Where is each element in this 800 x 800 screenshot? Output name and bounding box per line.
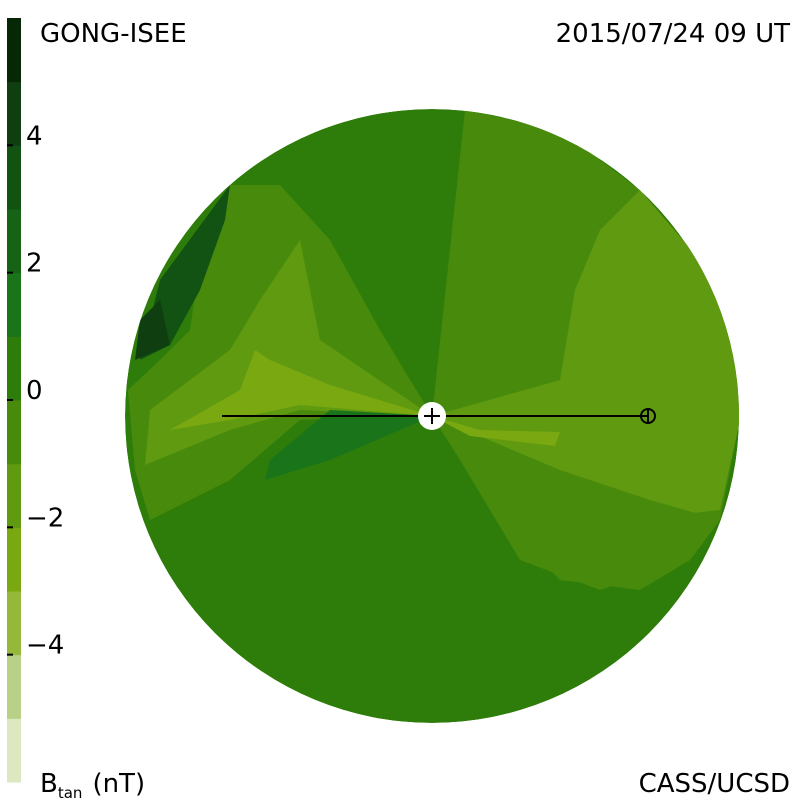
tick-label: −2: [26, 503, 64, 533]
colorbar-segment: [7, 272, 21, 337]
colorbar-segment: [7, 591, 21, 656]
tick-label: 0: [26, 376, 43, 406]
date-label: 2015/07/24 09 UT: [556, 19, 790, 49]
subscript: tan: [58, 784, 83, 800]
colorbar-label: Btan (nT): [40, 769, 145, 800]
tick-label: 2: [26, 249, 43, 279]
region: [135, 300, 170, 360]
colorbar-segment: [7, 81, 21, 146]
colorbar-segment: [7, 209, 21, 274]
colorbar-segment: [7, 463, 21, 528]
colorbar-segment: [7, 400, 21, 465]
source-label: GONG-ISEE: [40, 19, 187, 49]
colorbar-segment: [7, 527, 21, 592]
region: [265, 410, 432, 480]
colorbar-segment: [7, 18, 21, 83]
unit: (nT): [92, 769, 145, 799]
tick-label: −4: [26, 631, 64, 661]
credit-label: CASS/UCSD: [639, 769, 790, 799]
region: [170, 350, 432, 430]
colorbar-segment: [7, 336, 21, 401]
colorbar-segment: [7, 145, 21, 210]
tick-label: 4: [26, 121, 43, 151]
region: [432, 416, 720, 590]
colorbar: 4 2 0 −2 −4: [7, 18, 64, 783]
disc: [125, 109, 739, 723]
symbol: B: [40, 769, 58, 799]
colorbar-segment: [7, 654, 21, 719]
colorbar-segment: [7, 718, 21, 783]
region: [432, 416, 560, 446]
